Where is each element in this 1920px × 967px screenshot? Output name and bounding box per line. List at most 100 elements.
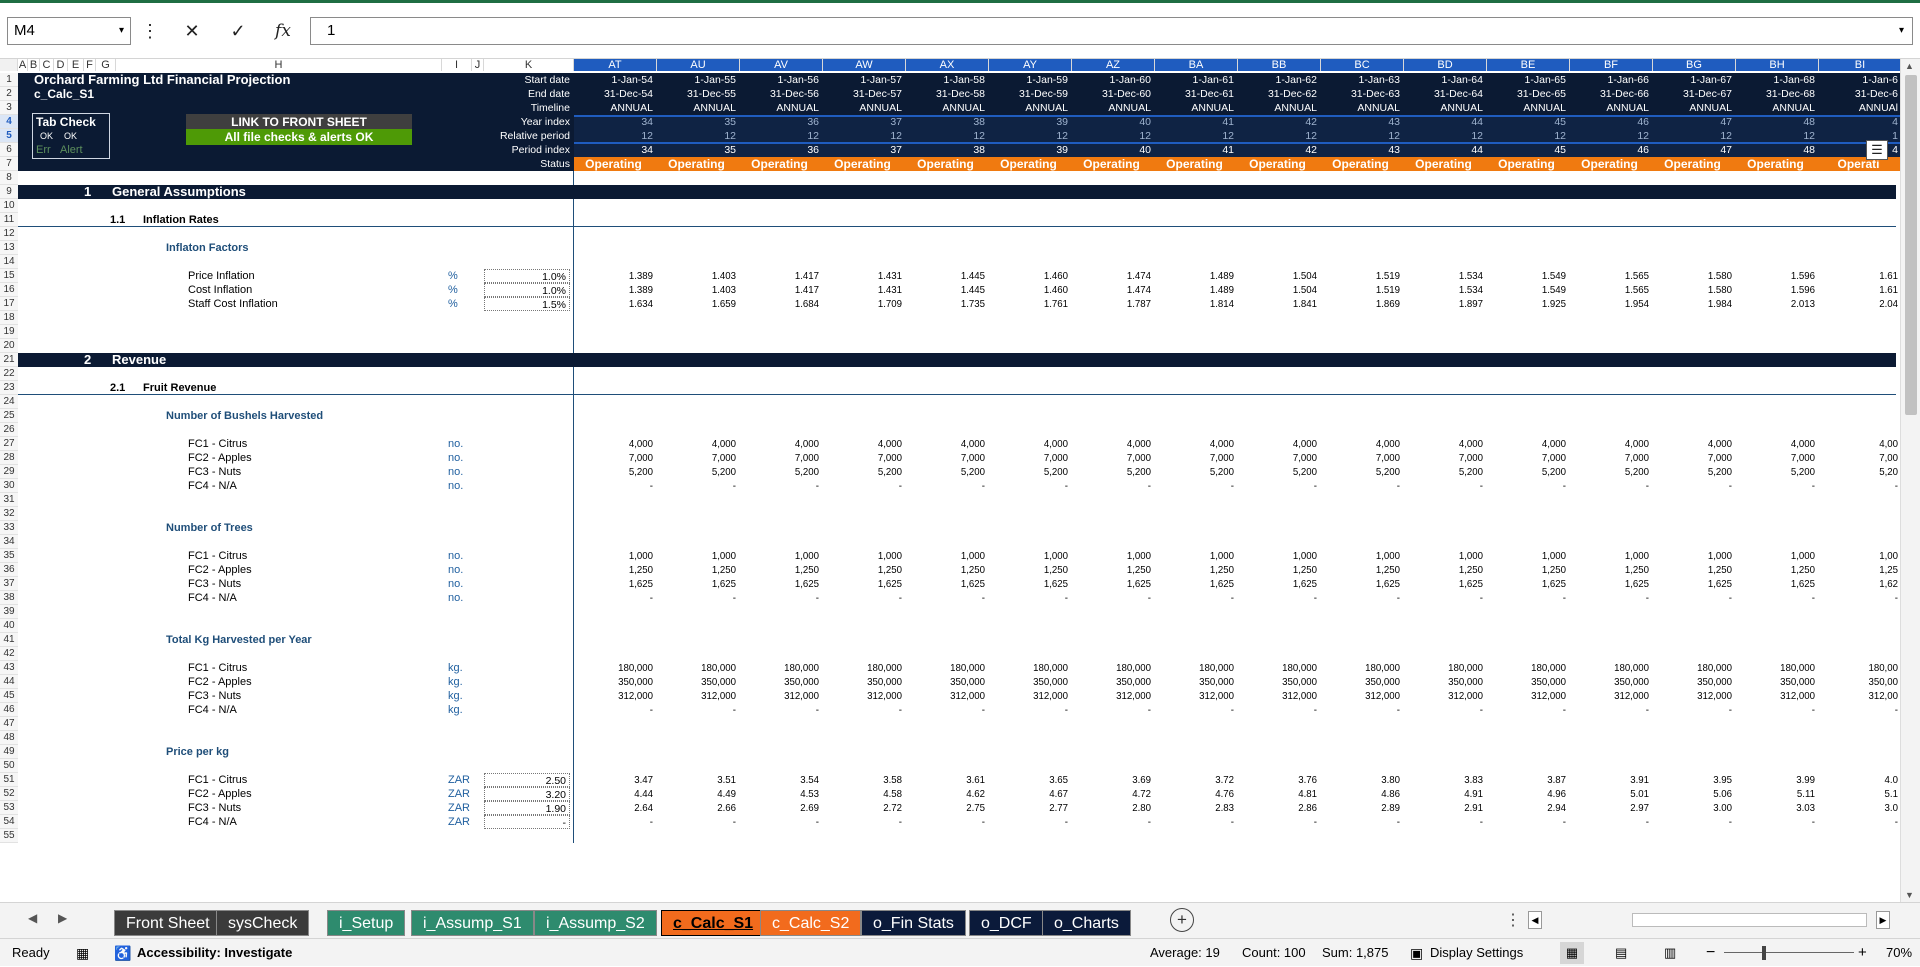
column-header-i[interactable]: I [442, 59, 472, 71]
confirm-icon[interactable]: ✓ [230, 21, 246, 41]
row-header-36[interactable]: 36 [0, 563, 18, 577]
horizontal-scroll-thumb[interactable] [1632, 913, 1867, 927]
row-header-40[interactable]: 40 [0, 619, 18, 633]
zoom-slider-thumb[interactable] [1762, 946, 1766, 960]
input-cell[interactable]: 1.0% [484, 269, 570, 283]
row-header-26[interactable]: 26 [0, 423, 18, 437]
row-header-8[interactable]: 8 [0, 171, 18, 185]
vertical-scroll-thumb[interactable] [1905, 75, 1917, 415]
row-header-12[interactable]: 12 [0, 227, 18, 241]
row-header-39[interactable]: 39 [0, 605, 18, 619]
normal-view-icon[interactable]: ▦ [1560, 942, 1584, 964]
row-header-33[interactable]: 33 [0, 521, 18, 535]
tab-scroll-right-icon[interactable]: ▶ [58, 911, 68, 925]
tab-c-calc-s2[interactable]: c_Calc_S2 [760, 910, 862, 936]
row-header-53[interactable]: 53 [0, 801, 18, 815]
row-header-19[interactable]: 19 [0, 325, 18, 339]
row-header-31[interactable]: 31 [0, 493, 18, 507]
zoom-slider-track[interactable] [1724, 952, 1854, 953]
column-header-bh[interactable]: BH [1736, 59, 1819, 71]
row-header-20[interactable]: 20 [0, 339, 18, 353]
row-header-25[interactable]: 25 [0, 409, 18, 423]
zoom-in-icon[interactable]: + [1858, 944, 1867, 961]
row-header-21[interactable]: 21 [0, 353, 18, 367]
column-header-k[interactable]: K [484, 59, 574, 71]
row-header-11[interactable]: 11 [0, 213, 18, 227]
cancel-icon[interactable]: ✕ [184, 21, 200, 41]
row-header-3[interactable]: 3 [0, 101, 18, 115]
row-header-51[interactable]: 51 [0, 773, 18, 787]
row-header-27[interactable]: 27 [0, 437, 18, 451]
accessibility-icon[interactable]: ♿ [114, 945, 132, 961]
row-header-13[interactable]: 13 [0, 241, 18, 255]
row-header-44[interactable]: 44 [0, 675, 18, 689]
row-header-52[interactable]: 52 [0, 787, 18, 801]
row-header-5[interactable]: 5 [0, 129, 18, 143]
row-header-34[interactable]: 34 [0, 535, 18, 549]
tab-o-dcf[interactable]: o_DCF [969, 910, 1044, 936]
column-header-bb[interactable]: BB [1238, 59, 1321, 71]
column-header-f[interactable]: F [84, 59, 96, 71]
tab-i-assump-s2[interactable]: i_Assump_S2 [534, 910, 657, 936]
column-header-e[interactable]: E [68, 59, 84, 71]
input-cell[interactable]: 2.50 [484, 773, 570, 787]
add-sheet-icon[interactable]: + [1170, 908, 1194, 932]
row-header-14[interactable]: 14 [0, 255, 18, 269]
row-header-32[interactable]: 32 [0, 507, 18, 521]
row-header-48[interactable]: 48 [0, 731, 18, 745]
tab-o-charts[interactable]: o_Charts [1042, 910, 1131, 936]
print-titles-icon[interactable]: ☰ [1866, 140, 1888, 160]
macro-record-icon[interactable]: ▦ [76, 945, 90, 961]
column-header-bi[interactable]: BI [1819, 59, 1902, 71]
column-header-h[interactable]: H [116, 59, 442, 71]
accessibility-status[interactable]: Accessibility: Investigate [137, 945, 293, 960]
column-header-ba[interactable]: BA [1155, 59, 1238, 71]
row-header-38[interactable]: 38 [0, 591, 18, 605]
row-header-47[interactable]: 47 [0, 717, 18, 731]
column-header-aw[interactable]: AW [823, 59, 906, 71]
column-header-bf[interactable]: BF [1570, 59, 1653, 71]
row-header-29[interactable]: 29 [0, 465, 18, 479]
page-break-icon[interactable]: ▥ [1664, 945, 1677, 960]
row-header-46[interactable]: 46 [0, 703, 18, 717]
row-header-10[interactable]: 10 [0, 199, 18, 213]
more-options-icon[interactable]: ⋮ [141, 21, 159, 41]
row-header-42[interactable]: 42 [0, 647, 18, 661]
input-cell[interactable]: 1.0% [484, 283, 570, 297]
row-header-43[interactable]: 43 [0, 661, 18, 675]
tab-i-setup[interactable]: i_Setup [327, 910, 406, 936]
column-header-ay[interactable]: AY [989, 59, 1072, 71]
row-header-2[interactable]: 2 [0, 87, 18, 101]
row-header-41[interactable]: 41 [0, 633, 18, 647]
tab-c-calc-s1[interactable]: c_Calc_S1 [661, 910, 766, 936]
hscroll-right-icon[interactable]: ▶ [1876, 911, 1890, 929]
column-header-c[interactable]: C [40, 59, 54, 71]
column-header-a[interactable]: A [18, 59, 28, 71]
name-box[interactable]: M4 ▾ [7, 17, 131, 45]
tab-o-fin-stats[interactable]: o_Fin Stats [861, 910, 966, 936]
row-header-7[interactable]: 7 [0, 157, 18, 171]
tab-scroll-left-icon[interactable]: ◀ [28, 911, 38, 925]
scroll-up-icon[interactable]: ▲ [1905, 61, 1914, 71]
input-cell[interactable]: 1.90 [484, 801, 570, 815]
row-header-9[interactable]: 9 [0, 185, 18, 199]
row-header-35[interactable]: 35 [0, 549, 18, 563]
column-header-az[interactable]: AZ [1072, 59, 1155, 71]
expand-formula-icon[interactable]: ▾ [1898, 25, 1904, 36]
column-header-d[interactable]: D [54, 59, 68, 71]
scroll-down-icon[interactable]: ▼ [1905, 890, 1914, 900]
row-header-49[interactable]: 49 [0, 745, 18, 759]
tab-front-sheet[interactable]: Front Sheet [114, 910, 222, 936]
row-header-50[interactable]: 50 [0, 759, 18, 773]
column-header-j[interactable]: J [472, 59, 484, 71]
display-settings-button[interactable]: Display Settings [1430, 945, 1524, 960]
spreadsheet-grid[interactable]: A B C D E F G H I J K AT AU AV AW AX AY AZ BA BB BC BD BE BF BG B… [0, 59, 1920, 902]
row-header-45[interactable]: 45 [0, 689, 18, 703]
display-settings-icon[interactable]: ▣ [1410, 945, 1424, 961]
input-cell[interactable]: 1.5% [484, 297, 570, 311]
column-header-bc[interactable]: BC [1321, 59, 1404, 71]
row-header-18[interactable]: 18 [0, 311, 18, 325]
column-header-ax[interactable]: AX [906, 59, 989, 71]
row-header-54[interactable]: 54 [0, 815, 18, 829]
row-header-30[interactable]: 30 [0, 479, 18, 493]
